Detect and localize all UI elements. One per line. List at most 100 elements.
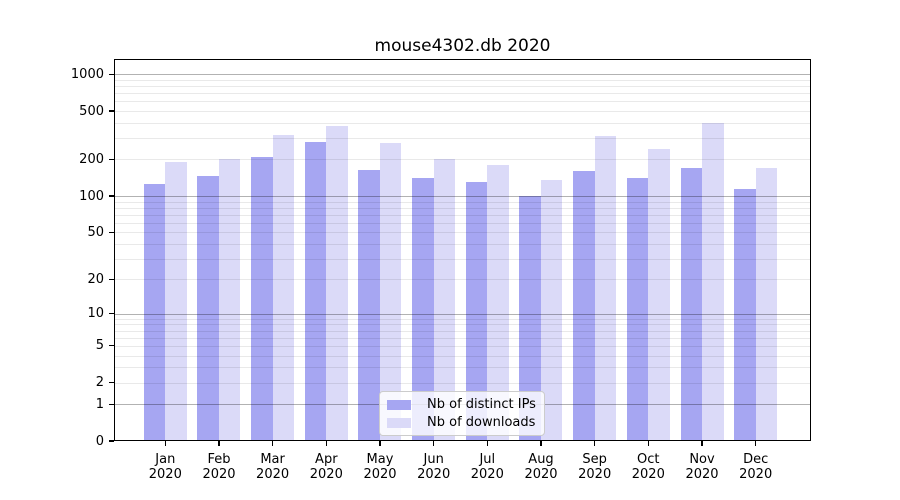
y-tick-label: 1 [95, 396, 104, 412]
y-tick [109, 110, 114, 112]
bar-downloads [165, 162, 187, 441]
gridline [114, 232, 811, 234]
y-tick-label: 2 [95, 375, 104, 391]
bar-downloads [648, 148, 670, 441]
y-tick-label: 200 [79, 151, 104, 167]
y-tick [109, 195, 114, 197]
bar-distinct-ips [519, 196, 541, 441]
plot-frame [114, 59, 811, 441]
x-tick [164, 441, 166, 446]
y-tick-label: 10 [87, 306, 104, 322]
bar-downloads [272, 134, 295, 441]
bar-distinct-ips [680, 168, 702, 441]
x-tick [647, 441, 649, 446]
x-tick-label: Oct 2020 [631, 452, 665, 482]
bar-distinct-ips [412, 178, 434, 441]
gridline [114, 138, 811, 139]
gridline [114, 279, 811, 281]
plot-area [114, 59, 811, 441]
gridline [114, 330, 811, 332]
x-tick [272, 441, 274, 446]
bar-distinct-ips [734, 188, 756, 441]
bar-distinct-ips [304, 141, 327, 441]
bar-downloads [326, 125, 348, 441]
gridline [114, 243, 811, 245]
y-tick [109, 158, 114, 160]
y-tick-label: 500 [79, 103, 104, 119]
bar-distinct-ips [465, 182, 488, 441]
chart-title: mouse4302.db 2020 [374, 36, 551, 56]
x-tick [218, 441, 220, 446]
gridline [114, 111, 811, 112]
x-tick-label: Sep 2020 [578, 452, 612, 482]
gridline [114, 196, 811, 197]
x-tick-label: Nov 2020 [685, 452, 719, 482]
y-tick [109, 345, 114, 347]
gridline [114, 345, 811, 347]
gridline [114, 201, 811, 203]
x-tick [433, 441, 435, 446]
bar-downloads [218, 159, 241, 441]
y-tick-label: 5 [95, 338, 104, 354]
bar-distinct-ips [626, 178, 649, 441]
x-tick-label: May 2020 [363, 452, 397, 482]
legend-item-distinct-ips: Nb of distinct IPs [387, 397, 537, 412]
y-tick-label: 0 [95, 433, 104, 449]
y-tick-label: 50 [87, 224, 104, 240]
gridline [114, 324, 811, 326]
x-tick-label: Jan 2020 [148, 452, 182, 482]
gridline [114, 122, 811, 124]
y-tick-label: 1000 [70, 66, 104, 82]
gridline [114, 159, 811, 161]
bar-downloads [540, 180, 563, 441]
x-tick-label: Aug 2020 [524, 452, 558, 482]
y-tick [109, 440, 114, 442]
bar-distinct-ips [251, 156, 273, 441]
gridline [114, 207, 811, 209]
gridline [114, 337, 811, 339]
x-tick-label: Mar 2020 [256, 452, 290, 482]
legend-item-downloads: Nb of downloads [387, 415, 537, 430]
y-tick [109, 403, 114, 405]
y-tick [109, 73, 114, 75]
gridline [114, 101, 811, 103]
x-tick [594, 441, 596, 446]
gridline [114, 74, 811, 76]
y-tick [109, 382, 114, 384]
bar-downloads [702, 122, 724, 441]
bar-downloads [594, 136, 617, 441]
x-tick [325, 441, 327, 446]
y-tick [109, 231, 114, 233]
y-tick-label: 100 [79, 188, 104, 204]
legend: Nb of distinct IPs Nb of downloads [379, 391, 545, 436]
x-tick-label: Dec 2020 [739, 452, 773, 482]
gridline [114, 86, 811, 87]
x-tick-label: Feb 2020 [202, 452, 236, 482]
bar-downloads [379, 142, 402, 441]
gridline [114, 355, 811, 357]
gridline [114, 93, 811, 95]
legend-swatch-distinct-ips [387, 399, 411, 410]
x-tick-label: Jun 2020 [417, 452, 451, 482]
x-tick [379, 441, 381, 446]
y-tick [109, 278, 114, 280]
gridline [114, 214, 811, 216]
bar-downloads [755, 168, 778, 441]
legend-label-distinct-ips: Nb of distinct IPs [427, 397, 536, 412]
x-tick-label: Apr 2020 [309, 452, 343, 482]
gridline [114, 367, 811, 369]
bar-distinct-ips [573, 171, 595, 441]
bar-distinct-ips [358, 169, 380, 441]
x-tick [486, 441, 488, 446]
bar-downloads [487, 165, 509, 441]
bar-distinct-ips [197, 176, 219, 441]
gridline [114, 258, 811, 260]
gridline [114, 318, 811, 320]
legend-label-downloads: Nb of downloads [427, 415, 536, 430]
gridline [114, 79, 811, 81]
gridline [114, 222, 811, 224]
x-tick [755, 441, 757, 446]
x-tick-label: Jul 2020 [470, 452, 504, 482]
y-tick-label: 20 [87, 271, 104, 287]
